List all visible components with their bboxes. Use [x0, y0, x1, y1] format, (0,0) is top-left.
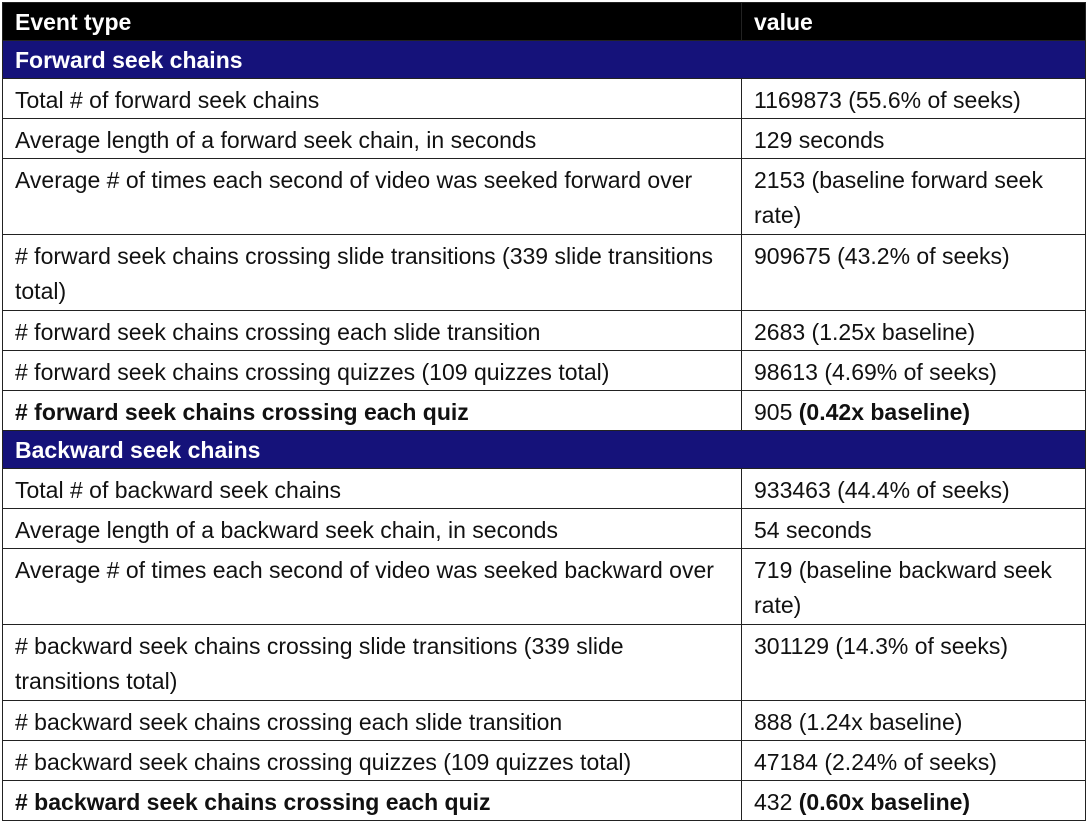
table-row-bold: # forward seek chains crossing each quiz… [2, 390, 1086, 431]
row-label: Average # of times each second of video … [2, 158, 742, 235]
row-label: # backward seek chains crossing quizzes … [2, 740, 742, 781]
row-value: 301129 (14.3% of seeks) [741, 624, 1086, 701]
row-label: # backward seek chains crossing each qui… [2, 780, 742, 821]
table-row: # forward seek chains crossing quizzes (… [2, 350, 1086, 391]
row-value: 98613 (4.69% of seeks) [741, 350, 1086, 391]
header-value: value [741, 2, 1086, 41]
row-value: 432 (0.60x baseline) [741, 780, 1086, 821]
row-label: Total # of backward seek chains [2, 468, 742, 509]
table-row: # backward seek chains crossing each sli… [2, 700, 1086, 741]
table-row: # backward seek chains crossing slide tr… [2, 624, 1086, 701]
row-label: # forward seek chains crossing each slid… [2, 310, 742, 351]
value-note: (0.60x baseline) [798, 789, 971, 815]
row-label: Average length of a backward seek chain,… [2, 508, 742, 549]
value-number: 905 [754, 399, 793, 425]
table-row: Total # of forward seek chains 1169873 (… [2, 78, 1086, 119]
table-row: # forward seek chains crossing slide tra… [2, 234, 1086, 311]
section-title: Backward seek chains [2, 430, 1086, 469]
value-note: (0.42x baseline) [798, 399, 971, 425]
row-value: 54 seconds [741, 508, 1086, 549]
row-label: # forward seek chains crossing quizzes (… [2, 350, 742, 391]
row-label: Total # of forward seek chains [2, 78, 742, 119]
table-header-row: Event type value [2, 2, 1086, 41]
section-forward: Forward seek chains [2, 40, 1086, 79]
section-title: Forward seek chains [2, 40, 1086, 79]
row-label: # forward seek chains crossing slide tra… [2, 234, 742, 311]
row-value: 129 seconds [741, 118, 1086, 159]
row-value: 909675 (43.2% of seeks) [741, 234, 1086, 311]
table-row: # forward seek chains crossing each slid… [2, 310, 1086, 351]
row-label: # backward seek chains crossing each sli… [2, 700, 742, 741]
table-row: # backward seek chains crossing quizzes … [2, 740, 1086, 781]
row-value: 888 (1.24x baseline) [741, 700, 1086, 741]
header-event-type: Event type [2, 2, 742, 41]
section-backward: Backward seek chains [2, 430, 1086, 469]
row-value: 47184 (2.24% of seeks) [741, 740, 1086, 781]
row-value: 905 (0.42x baseline) [741, 390, 1086, 431]
row-value: 1169873 (55.6% of seeks) [741, 78, 1086, 119]
row-label: # forward seek chains crossing each quiz [2, 390, 742, 431]
row-value: 719 (baseline backward seek rate) [741, 548, 1086, 625]
table-row: Average length of a backward seek chain,… [2, 508, 1086, 549]
row-value: 2683 (1.25x baseline) [741, 310, 1086, 351]
table-row-bold: # backward seek chains crossing each qui… [2, 780, 1086, 821]
row-value: 933463 (44.4% of seeks) [741, 468, 1086, 509]
table-row: Average # of times each second of video … [2, 548, 1086, 625]
row-label: Average length of a forward seek chain, … [2, 118, 742, 159]
value-number: 432 [754, 789, 793, 815]
table-row: Average # of times each second of video … [2, 158, 1086, 235]
table-row: Total # of backward seek chains 933463 (… [2, 468, 1086, 509]
row-label: # backward seek chains crossing slide tr… [2, 624, 742, 701]
row-value: 2153 (baseline forward seek rate) [741, 158, 1086, 235]
row-label: Average # of times each second of video … [2, 548, 742, 625]
table-row: Average length of a forward seek chain, … [2, 118, 1086, 159]
